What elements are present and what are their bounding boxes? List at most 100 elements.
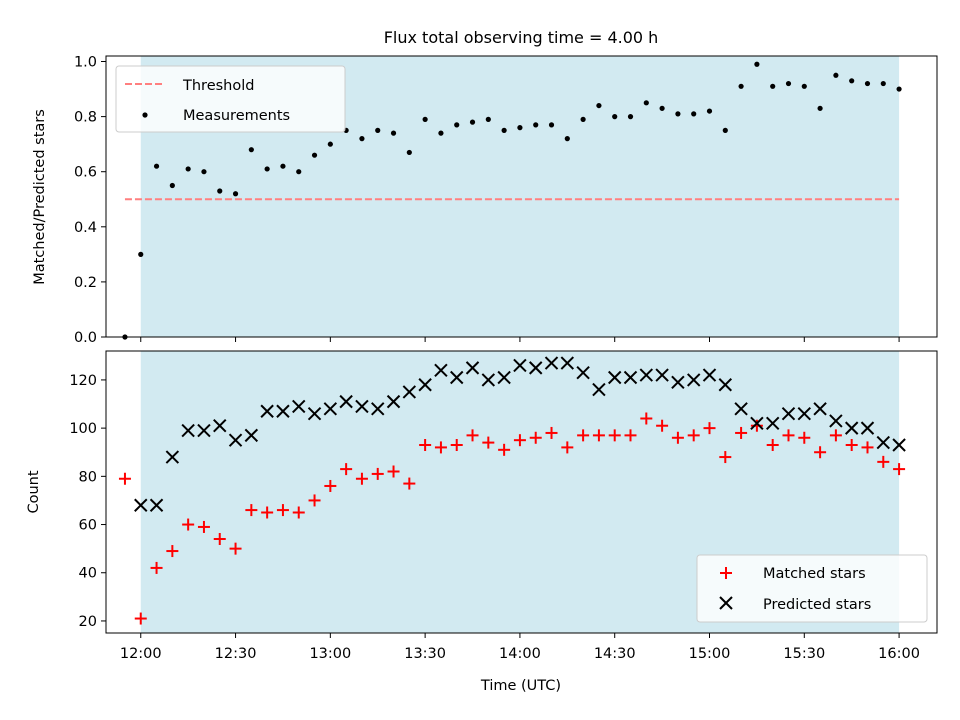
measurement-point xyxy=(849,78,855,84)
legend-matched-marker xyxy=(720,567,732,579)
matched-star-point xyxy=(735,426,748,439)
predicted-star-stroke xyxy=(702,368,717,382)
measurement-point xyxy=(785,80,792,87)
measurement-point xyxy=(691,111,697,117)
predicted-star-stroke xyxy=(560,356,575,370)
matched-star-point xyxy=(893,463,906,476)
matched-star-point xyxy=(245,504,258,517)
predicted-star-point xyxy=(781,406,796,421)
predicted-star-point xyxy=(860,421,875,435)
predicted-star-stroke xyxy=(750,416,764,431)
bottom-y-tick-label: 100 xyxy=(69,421,97,437)
predicted-star-point xyxy=(402,385,417,399)
predicted-star-point xyxy=(323,402,338,416)
matched-star-point xyxy=(150,561,163,574)
predicted-star-stroke xyxy=(513,358,527,373)
measurement-point xyxy=(754,61,760,67)
matched-star-point xyxy=(545,426,558,439)
predicted-star-point xyxy=(576,365,590,380)
predicted-star-point xyxy=(228,433,243,447)
predicted-star-stroke xyxy=(639,368,654,382)
matched-star-point xyxy=(134,612,147,625)
predicted-star-stroke xyxy=(292,399,306,414)
measurement-point xyxy=(706,108,713,114)
measurement-point xyxy=(896,86,902,92)
matched-star-point xyxy=(450,439,463,451)
predicted-star-stroke xyxy=(655,368,669,382)
legend-predicted-marker xyxy=(719,596,733,610)
matched-star-point xyxy=(529,431,542,444)
x-tick-label: 15:30 xyxy=(783,646,825,662)
predicted-star-point xyxy=(307,406,322,421)
predicted-star-point xyxy=(497,370,511,385)
predicted-star-stroke xyxy=(860,421,875,435)
legend-matched-label: Matched stars xyxy=(763,566,866,582)
predicted-star-point xyxy=(276,404,290,418)
predicted-star-point xyxy=(355,399,369,414)
measurement-point xyxy=(469,119,476,125)
measurement-point xyxy=(627,114,634,120)
matched-star-point xyxy=(829,429,842,442)
x-tick-label: 12:30 xyxy=(215,646,257,662)
bottom-y-tick-label: 60 xyxy=(79,518,97,534)
measurement-point xyxy=(375,127,381,133)
predicted-star-point xyxy=(718,378,733,392)
top-legend-box xyxy=(115,65,346,133)
matched-star-point xyxy=(513,434,526,447)
predicted-star-stroke xyxy=(213,419,227,433)
predicted-star-point xyxy=(418,378,432,392)
top-legend: Threshold Measurements xyxy=(115,65,346,133)
bottom-legend-box xyxy=(696,554,928,623)
measurement-point xyxy=(612,114,618,120)
predicted-star-point xyxy=(165,450,180,464)
x-tick-label: 15:00 xyxy=(689,646,731,662)
predicted-star-point xyxy=(702,368,717,382)
matched-star-point xyxy=(766,439,779,451)
matched-star-point xyxy=(814,446,827,459)
measurement-point xyxy=(406,149,412,156)
matched-star-point xyxy=(877,455,890,468)
predicted-star-stroke xyxy=(592,382,606,397)
predicted-star-point xyxy=(813,402,827,416)
predicted-star-stroke xyxy=(386,394,401,409)
bottom-y-tick-label: 120 xyxy=(69,373,97,389)
matched-star-point xyxy=(419,439,432,451)
predicted-star-stroke xyxy=(165,450,180,464)
predicted-star-stroke xyxy=(402,385,417,399)
matched-star-point xyxy=(782,429,795,442)
predicted-star-point xyxy=(560,356,575,370)
matched-star-point xyxy=(118,472,131,485)
predicted-star-point xyxy=(750,416,764,431)
predicted-star-point xyxy=(260,404,274,418)
matched-star-point xyxy=(719,451,732,464)
measurement-point xyxy=(659,105,665,111)
bottom-legend: Matched stars Predicted stars xyxy=(696,554,928,623)
measurement-point xyxy=(833,72,839,78)
measurement-point xyxy=(817,105,823,111)
matched-star-point xyxy=(229,542,242,555)
matched-star-point xyxy=(355,472,368,485)
top-panel: 0.0 0.2 0.4 0.6 0.8 1.0 Matched/Predicted sta… xyxy=(32,55,938,346)
predicted-star-stroke xyxy=(576,365,590,380)
measurement-point xyxy=(232,191,239,197)
measurement-point xyxy=(296,169,302,175)
predicted-star-stroke xyxy=(734,402,748,416)
matched-star-point xyxy=(482,436,495,449)
predicted-star-stroke xyxy=(197,423,211,438)
predicted-star-stroke xyxy=(781,406,796,421)
matched-star-point xyxy=(213,533,226,545)
predicted-star-stroke xyxy=(608,370,622,385)
predicted-star-point xyxy=(623,370,638,385)
predicted-star-stroke xyxy=(813,402,827,416)
predicted-star-point xyxy=(339,394,353,409)
predicted-star-stroke xyxy=(307,406,322,421)
measurement-point xyxy=(280,163,286,169)
predicted-star-stroke xyxy=(844,421,859,435)
predicted-star-stroke xyxy=(434,363,448,377)
predicted-star-stroke xyxy=(671,375,685,390)
predicted-star-point xyxy=(734,402,748,416)
predicted-star-stroke xyxy=(355,399,369,414)
predicted-star-stroke xyxy=(323,402,338,416)
matched-star-point xyxy=(182,518,195,531)
